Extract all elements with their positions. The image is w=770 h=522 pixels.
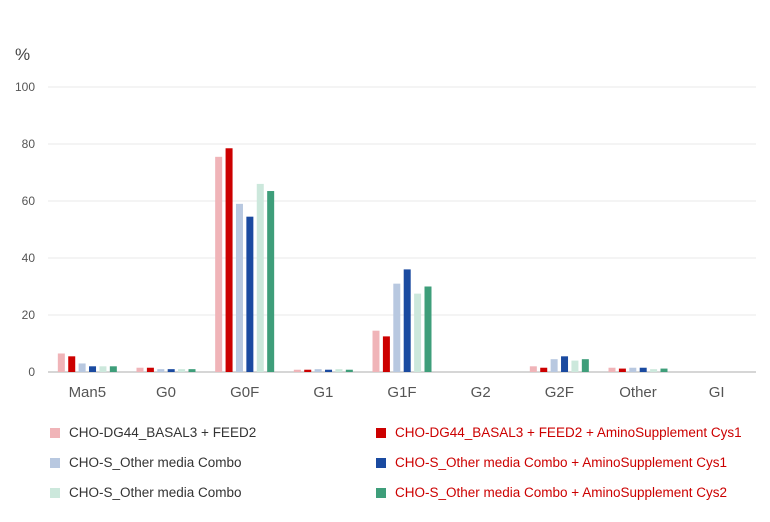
bar	[68, 356, 76, 372]
bar	[267, 191, 275, 372]
bar	[89, 366, 97, 372]
bar	[167, 369, 175, 372]
bar	[345, 369, 353, 372]
bar	[157, 369, 165, 372]
bar	[571, 360, 579, 372]
bar	[225, 148, 233, 372]
bar	[529, 366, 537, 372]
bar	[215, 156, 223, 372]
bar	[372, 330, 380, 372]
bar	[550, 359, 558, 372]
bar	[188, 369, 196, 372]
x-tick-label: G2F	[545, 384, 574, 401]
bar	[178, 369, 186, 372]
bar	[78, 363, 86, 372]
bar	[403, 269, 411, 372]
x-tick-label: G1	[313, 384, 333, 401]
bar	[581, 359, 589, 372]
bar	[414, 293, 422, 373]
bar	[57, 353, 65, 372]
bar	[639, 367, 647, 372]
x-tick-label: G0	[156, 384, 176, 401]
bar	[335, 369, 343, 372]
y-tick-label: 60	[22, 194, 36, 208]
bar	[660, 368, 668, 372]
y-tick-label: 80	[22, 137, 36, 151]
grid-lines	[48, 86, 756, 373]
x-tick-label: G0F	[230, 384, 259, 401]
bar	[314, 369, 322, 372]
bar	[325, 369, 333, 372]
y-axis-ticks: 0 20 40 60 80 100	[15, 80, 35, 379]
bar	[629, 367, 637, 372]
bar	[293, 369, 301, 372]
bars	[57, 148, 668, 373]
bar	[304, 369, 312, 372]
y-tick-label: 100	[15, 80, 35, 94]
bar	[424, 286, 432, 372]
bar	[608, 367, 616, 372]
y-tick-label: 40	[22, 251, 36, 265]
x-tick-label: Other	[619, 384, 657, 401]
y-tick-label: 20	[22, 308, 36, 322]
y-unit-label: %	[15, 45, 30, 64]
y-tick-label: 0	[28, 365, 35, 379]
bar	[561, 356, 569, 372]
bar	[99, 366, 107, 372]
bar	[109, 366, 117, 372]
bar	[618, 368, 626, 372]
x-tick-label: G1F	[387, 384, 416, 401]
bar	[146, 367, 154, 372]
bar	[235, 203, 243, 372]
bar	[393, 283, 401, 372]
x-axis-labels: Man5 G0 G0F G1 G1F G2 G2F Other GI	[69, 384, 725, 401]
x-tick-label: Man5	[69, 384, 107, 401]
bar	[136, 367, 144, 372]
bar	[382, 336, 390, 373]
bar	[540, 367, 548, 372]
bar	[246, 216, 254, 372]
bar	[256, 183, 264, 372]
bar	[650, 369, 658, 372]
x-tick-label: G2	[471, 384, 491, 401]
x-tick-label: GI	[709, 384, 725, 401]
